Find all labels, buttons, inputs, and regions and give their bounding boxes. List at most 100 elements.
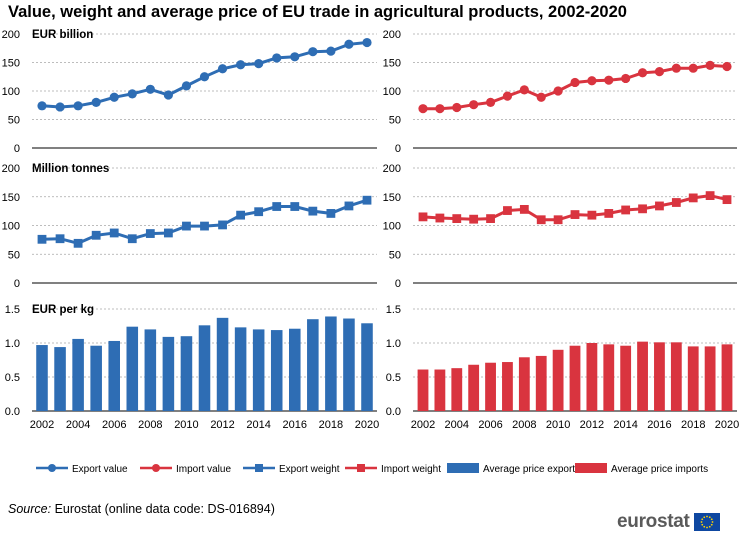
data-point	[127, 234, 137, 244]
legend-label: Export weight	[279, 464, 340, 475]
panel-subtitle: Million tonnes	[32, 163, 109, 175]
y-tick-label: 0	[14, 278, 20, 290]
y-tick-label: 0.0	[5, 406, 20, 418]
data-point	[536, 92, 546, 102]
data-point	[536, 215, 546, 225]
x-tick-label: 2016	[283, 419, 307, 431]
data-point	[705, 60, 715, 70]
x-tick-label: 2010	[546, 419, 570, 431]
legend-marker	[357, 464, 365, 472]
bar	[552, 349, 564, 411]
data-point	[199, 72, 210, 82]
y-tick-label: 0.0	[386, 406, 401, 418]
y-tick-label: 50	[8, 115, 20, 127]
flag-star	[702, 516, 705, 519]
data-point	[621, 205, 631, 215]
data-point	[418, 104, 428, 114]
bar	[485, 362, 496, 411]
eurostat-logo-text: eurostat	[617, 511, 690, 532]
bar	[361, 323, 373, 411]
x-tick-label: 2010	[174, 419, 198, 431]
y-tick-label: 50	[389, 249, 401, 261]
bar	[434, 369, 446, 411]
flag-star	[705, 515, 708, 518]
bar	[451, 368, 463, 411]
y-tick-label: 0.5	[5, 372, 20, 384]
bar	[518, 357, 530, 411]
data-point	[236, 60, 246, 70]
data-point	[722, 61, 732, 72]
data-point	[308, 47, 318, 57]
bar	[90, 345, 102, 411]
data-point	[272, 53, 282, 63]
data-point	[272, 202, 282, 211]
bar	[216, 317, 229, 411]
legend-marker	[48, 464, 56, 472]
data-point	[182, 221, 191, 231]
bar	[603, 344, 615, 411]
data-point	[344, 201, 354, 211]
x-tick-label: 2004	[66, 419, 90, 431]
data-point	[519, 85, 529, 95]
x-tick-label: 2018	[319, 419, 343, 431]
data-point	[145, 229, 155, 238]
data-point	[145, 84, 155, 94]
bar	[108, 340, 120, 411]
data-point	[37, 101, 47, 111]
data-point	[587, 76, 597, 86]
data-point	[671, 63, 681, 73]
data-point	[254, 59, 264, 69]
panel-subtitle: EUR per kg	[32, 304, 94, 316]
flag-star	[702, 525, 705, 528]
data-point	[163, 90, 173, 100]
x-tick-label: 2018	[681, 419, 705, 431]
data-point	[326, 209, 336, 218]
y-tick-label: 1.5	[386, 304, 401, 316]
data-point	[722, 195, 732, 205]
y-tick-label: 150	[383, 192, 401, 204]
data-point	[73, 238, 83, 248]
y-tick-label: 200	[2, 163, 20, 175]
eurostat-logo: eurostat	[617, 511, 720, 533]
panel-subtitle: EUR billion	[32, 29, 93, 41]
flag-star	[708, 525, 711, 528]
data-point	[91, 230, 101, 240]
x-tick-label: 2008	[512, 419, 536, 431]
series-line	[423, 63, 728, 111]
data-point	[553, 215, 563, 225]
data-point	[604, 209, 614, 218]
flag-star	[711, 521, 713, 523]
data-point	[109, 92, 119, 102]
legend-label: Import value	[176, 464, 231, 475]
bar	[670, 342, 682, 411]
data-point	[290, 202, 300, 211]
data-point	[55, 234, 65, 244]
x-tick-label: 2006	[478, 419, 502, 431]
data-point	[502, 91, 513, 101]
x-tick-label: 2020	[355, 419, 379, 431]
bar	[586, 343, 598, 411]
data-point	[587, 210, 597, 220]
x-tick-label: 2006	[102, 419, 126, 431]
y-tick-label: 100	[383, 86, 401, 98]
x-tick-label: 2004	[445, 419, 469, 431]
flag-star	[700, 523, 703, 526]
data-point	[200, 221, 209, 231]
y-tick-label: 100	[383, 221, 401, 233]
bar	[270, 330, 283, 411]
y-tick-label: 0	[395, 278, 401, 290]
data-point	[435, 213, 445, 223]
x-tick-label: 2002	[411, 419, 435, 431]
bar	[72, 338, 84, 411]
data-point	[469, 214, 479, 224]
y-tick-label: 100	[2, 221, 20, 233]
data-point	[570, 77, 580, 88]
y-tick-label: 50	[8, 249, 20, 261]
bar	[721, 344, 733, 411]
data-point	[308, 206, 318, 216]
data-point	[638, 204, 647, 214]
y-tick-label: 200	[2, 29, 20, 41]
y-tick-label: 200	[383, 29, 401, 41]
legend-item: Export weight	[243, 464, 340, 475]
bar	[654, 342, 665, 411]
